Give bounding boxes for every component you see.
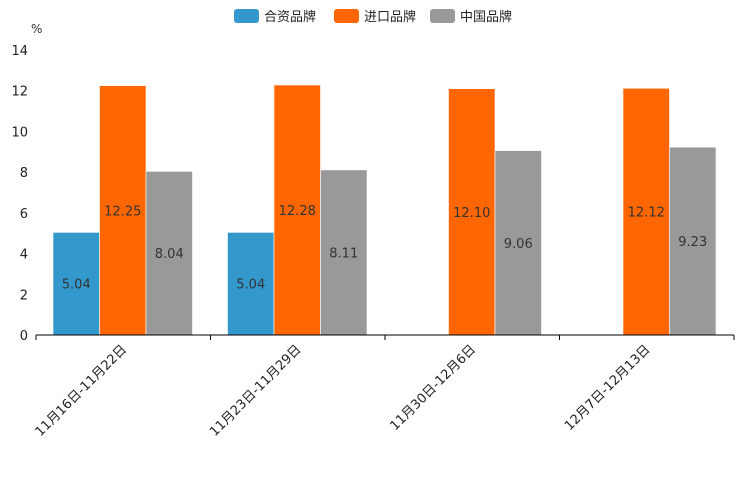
bar xyxy=(320,169,368,336)
legend-swatch xyxy=(430,9,455,23)
data-label: 9.06 xyxy=(504,237,533,252)
bar xyxy=(273,84,321,336)
data-label: 8.11 xyxy=(329,246,358,261)
bars xyxy=(52,84,717,336)
bar xyxy=(52,232,100,336)
legend: 合资品牌 进口品牌 中国品牌 xyxy=(234,9,512,25)
data-label: 5.04 xyxy=(236,278,265,293)
data-label: 12.28 xyxy=(279,204,316,219)
y-tick-label: 0 xyxy=(20,329,28,344)
legend-swatch xyxy=(334,9,359,23)
data-label: 9.23 xyxy=(678,235,707,250)
bar xyxy=(99,85,147,336)
legend-item: 进口品牌 xyxy=(334,9,416,25)
legend-item: 合资品牌 xyxy=(234,9,316,25)
y-tick-label: 4 xyxy=(20,248,28,263)
legend-label: 合资品牌 xyxy=(264,9,316,25)
legend-swatch xyxy=(234,9,259,23)
y-tick-label: 2 xyxy=(20,288,28,303)
data-label: 8.04 xyxy=(155,247,184,262)
bar xyxy=(669,146,717,336)
data-label: 12.12 xyxy=(628,206,665,221)
legend-label: 中国品牌 xyxy=(460,9,512,25)
x-tick-label: 11月16日-11月22日 xyxy=(33,342,130,439)
bar xyxy=(622,87,670,336)
data-label: 12.10 xyxy=(453,206,490,221)
y-tick-label: 14 xyxy=(11,44,28,59)
x-tick-label: 11月30日-12月6日 xyxy=(387,342,479,434)
x-axis: 11月16日-11月22日 11月23日-11月29日 11月30日-12月6日 12… xyxy=(33,334,735,440)
legend-item: 中国品牌 xyxy=(430,9,512,25)
legend-label: 进口品牌 xyxy=(364,9,416,25)
value-labels: 5.04 5.04 12.25 12.28 12.10 12.12 8.04 8.11 9.06… xyxy=(62,204,707,293)
bar xyxy=(227,232,275,336)
bar xyxy=(448,88,496,336)
data-label: 12.25 xyxy=(104,204,141,219)
x-tick-label: 12月7日-12月13日 xyxy=(562,342,654,434)
y-tick-label: 8 xyxy=(20,166,28,181)
y-tick-label: 12 xyxy=(11,85,28,100)
y-tick-label: 6 xyxy=(20,207,28,222)
y-axis: 0 2 4 6 8 10 12 14 xyxy=(11,44,28,344)
y-tick-label: 10 xyxy=(11,125,28,140)
x-tick-label: 11月23日-11月29日 xyxy=(207,342,304,439)
data-label: 5.04 xyxy=(62,278,91,293)
y-unit-label: % xyxy=(31,22,42,36)
